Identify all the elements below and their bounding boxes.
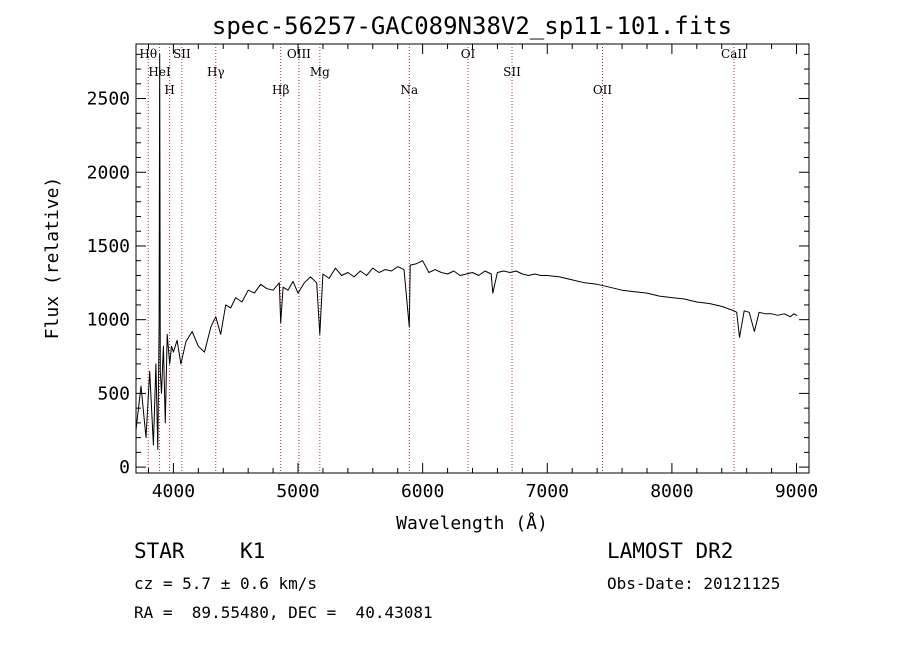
plot-frame bbox=[135, 43, 810, 474]
observation-date: Obs-Date: 20121125 bbox=[607, 574, 781, 593]
x-tick-label: 9000 bbox=[775, 481, 818, 502]
x-tick-label: 4000 bbox=[152, 481, 195, 502]
x-axis-label: Wavelength (Å) bbox=[396, 512, 548, 534]
line-markers bbox=[147, 44, 735, 473]
x-tick-label: 5000 bbox=[276, 481, 319, 502]
x-tick-label: 8000 bbox=[650, 481, 693, 502]
redshift-cz: cz = 5.7 ± 0.6 km/s bbox=[134, 574, 318, 593]
line-label: OIII bbox=[287, 47, 311, 61]
chart-title: spec-56257-GAC089N38V2_sp11-101.fits bbox=[212, 12, 732, 40]
x-tick-label: 6000 bbox=[401, 481, 444, 502]
line-label: CaII bbox=[721, 47, 747, 61]
y-tick-label: 2000 bbox=[87, 162, 130, 183]
line-label: SII bbox=[173, 47, 191, 61]
object-class: STAR bbox=[134, 539, 185, 563]
object-subclass: K1 bbox=[240, 539, 266, 563]
y-tick-label: 1500 bbox=[87, 236, 130, 257]
coordinates: RA = 89.55480, DEC = 40.43081 bbox=[134, 603, 433, 622]
line-label: H bbox=[164, 83, 174, 97]
line-label: Hβ bbox=[272, 83, 289, 97]
line-label: Na bbox=[400, 83, 418, 97]
spectrum-line bbox=[135, 53, 798, 450]
x-tick-label: 7000 bbox=[526, 481, 569, 502]
survey-name: LAMOST DR2 bbox=[607, 539, 734, 563]
line-label: SII bbox=[503, 65, 521, 79]
y-tick-label: 500 bbox=[97, 383, 130, 404]
y-axis-label: Flux (relative) bbox=[42, 177, 63, 340]
line-label: Hθ bbox=[139, 47, 157, 61]
line-label: Hγ bbox=[207, 65, 225, 79]
series-group bbox=[135, 53, 798, 450]
line-label: Mg bbox=[310, 65, 330, 79]
y-axis: 0 500 1000 1500 2000 2500 bbox=[87, 53, 809, 478]
y-tick-label: 0 bbox=[119, 457, 130, 478]
line-label: OI bbox=[461, 47, 476, 61]
y-tick-label: 1000 bbox=[87, 310, 130, 331]
line-label: OII bbox=[593, 83, 613, 97]
y-tick-label: 2500 bbox=[87, 89, 130, 110]
x-axis: 4000 5000 6000 7000 8000 9000 bbox=[147, 44, 818, 502]
